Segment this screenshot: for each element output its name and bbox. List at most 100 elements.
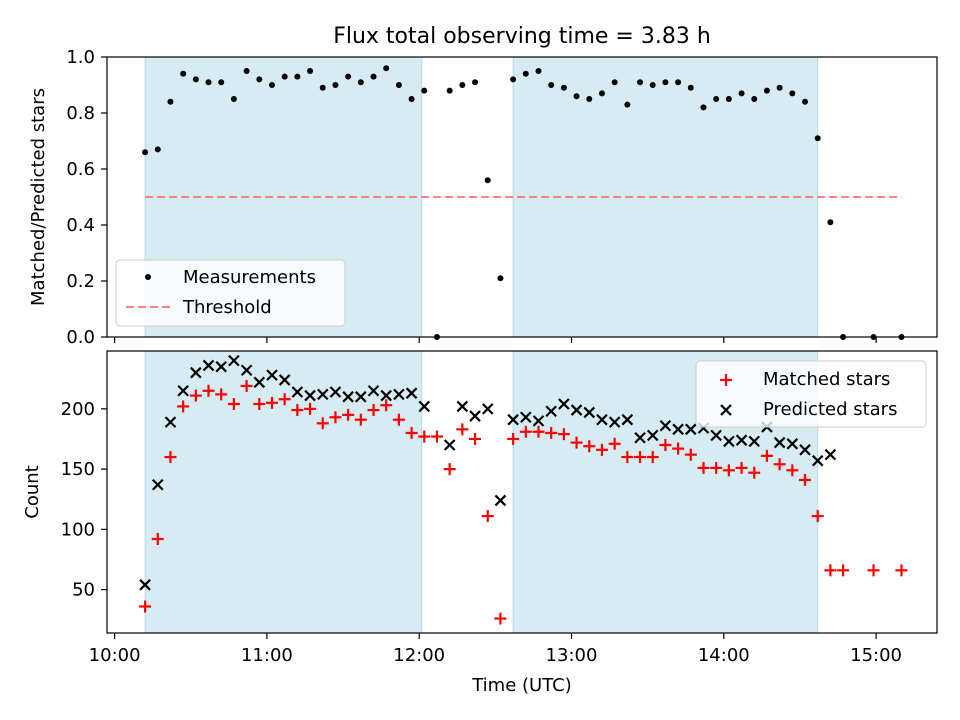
measurement-points xyxy=(142,65,905,340)
matched-star-point xyxy=(418,430,431,443)
matched-star-point xyxy=(469,432,482,445)
matched-star-point xyxy=(494,612,507,625)
y-tick-label: 150 xyxy=(61,459,95,480)
measurement-point xyxy=(522,70,529,77)
y-tick-label: 200 xyxy=(61,399,95,420)
measurement-point xyxy=(243,68,250,74)
measurement-point xyxy=(789,90,796,97)
predicted-star-point xyxy=(748,435,761,448)
matched-star-point xyxy=(240,379,253,392)
measurement-point xyxy=(827,219,834,226)
measurement-point xyxy=(230,96,237,102)
predicted-star-point xyxy=(342,391,354,403)
x-tick-label: 11:00 xyxy=(241,645,293,666)
predicted-star-point xyxy=(291,386,304,398)
matched-star-point xyxy=(380,399,393,412)
measurement-point xyxy=(776,84,783,91)
measurement-point xyxy=(751,96,758,102)
predicted-star-point xyxy=(355,391,367,403)
predicted-star-point xyxy=(316,388,329,401)
measurement-point xyxy=(510,76,517,83)
matched-star-point xyxy=(291,404,304,417)
predicted-star-point xyxy=(735,434,748,446)
measurement-point xyxy=(598,90,605,97)
measurement-point xyxy=(535,68,542,74)
predicted-star-point xyxy=(240,364,253,377)
matched-star-point xyxy=(139,600,152,613)
legend-measurements-marker xyxy=(145,274,151,280)
matched-star-point xyxy=(621,451,634,464)
predicted-star-point xyxy=(329,386,342,398)
measurement-point xyxy=(345,73,352,80)
matched-star-point xyxy=(481,510,494,523)
top-legend: Measurements Threshold xyxy=(115,259,346,327)
y-tick-label: 0.2 xyxy=(66,271,95,292)
matched-star-point xyxy=(799,473,812,486)
measurement-point xyxy=(357,79,364,86)
bottom-y-axis-label: Count xyxy=(22,465,43,518)
measurement-point xyxy=(294,73,301,80)
matched-star-point xyxy=(316,417,329,430)
y-tick-label: 50 xyxy=(72,580,95,601)
bottom-x-ticks: 10:00 11:00 12:00 13:00 14:00 15:00 xyxy=(89,633,902,666)
legend-measurements-label: Measurements xyxy=(183,267,316,288)
measurement-point xyxy=(548,82,555,88)
predicted-star-point xyxy=(190,366,202,379)
measurement-point xyxy=(713,96,720,102)
predicted-star-point xyxy=(405,387,418,399)
predicted-star-point xyxy=(469,410,481,422)
matched-star-point xyxy=(304,402,317,415)
top-panel: 0.0 0.2 0.4 0.6 0.8 1.0 Matched/Predicted sta… xyxy=(28,47,938,348)
x-tick-label: 13:00 xyxy=(546,645,598,666)
predicted-star-point xyxy=(177,384,189,397)
matched-star-point xyxy=(773,458,786,471)
predicted-star-point xyxy=(139,579,151,591)
matched-star-point xyxy=(867,564,880,577)
x-tick-label: 10:00 xyxy=(89,645,141,666)
legend-threshold-label: Threshold xyxy=(182,297,272,318)
matched-star-point xyxy=(367,404,380,417)
measurement-point xyxy=(573,93,580,100)
observing-interval xyxy=(144,350,423,634)
matched-star-point xyxy=(342,408,355,421)
predicted-star-point xyxy=(266,369,278,381)
predicted-star-point xyxy=(773,436,786,449)
matched-star-point xyxy=(265,396,278,409)
predicted-star-point xyxy=(380,389,392,402)
matched-star-point xyxy=(227,398,240,411)
matched-star-point xyxy=(684,448,697,461)
predicted-star-point xyxy=(304,389,316,402)
matched-star-point xyxy=(329,411,342,424)
matched-star-point xyxy=(177,400,190,413)
matched-star-point xyxy=(895,564,908,577)
measurement-point xyxy=(319,84,326,91)
predicted-star-point xyxy=(443,439,456,451)
matched-star-point xyxy=(722,464,735,477)
matched-star-point xyxy=(760,449,773,462)
measurement-point xyxy=(395,82,402,88)
measurement-point xyxy=(370,73,377,80)
measurement-point xyxy=(814,135,821,142)
legend-predicted-label: Predicted stars xyxy=(763,399,897,420)
matched-star-point xyxy=(405,426,418,439)
measurement-point xyxy=(484,177,491,184)
predicted-star-point xyxy=(621,413,634,426)
measurement-point xyxy=(307,68,314,74)
measurement-point xyxy=(624,101,631,108)
matched-star-point xyxy=(646,451,659,464)
predicted-star-point xyxy=(634,431,646,444)
matched-star-point xyxy=(748,466,761,479)
measurement-point xyxy=(218,79,225,86)
y-tick-label: 100 xyxy=(61,519,95,540)
matched-star-point xyxy=(634,451,647,464)
measurement-point xyxy=(687,84,694,91)
measurement-point xyxy=(281,73,288,80)
predicted-star-point xyxy=(215,360,227,373)
matched-star-point xyxy=(354,413,367,426)
predicted-star-point xyxy=(570,404,583,416)
matched-star-point xyxy=(824,564,837,577)
measurement-point xyxy=(649,82,656,88)
measurement-point xyxy=(586,96,593,102)
matched-star-point xyxy=(507,432,520,445)
legend-matched-label: Matched stars xyxy=(763,369,890,390)
